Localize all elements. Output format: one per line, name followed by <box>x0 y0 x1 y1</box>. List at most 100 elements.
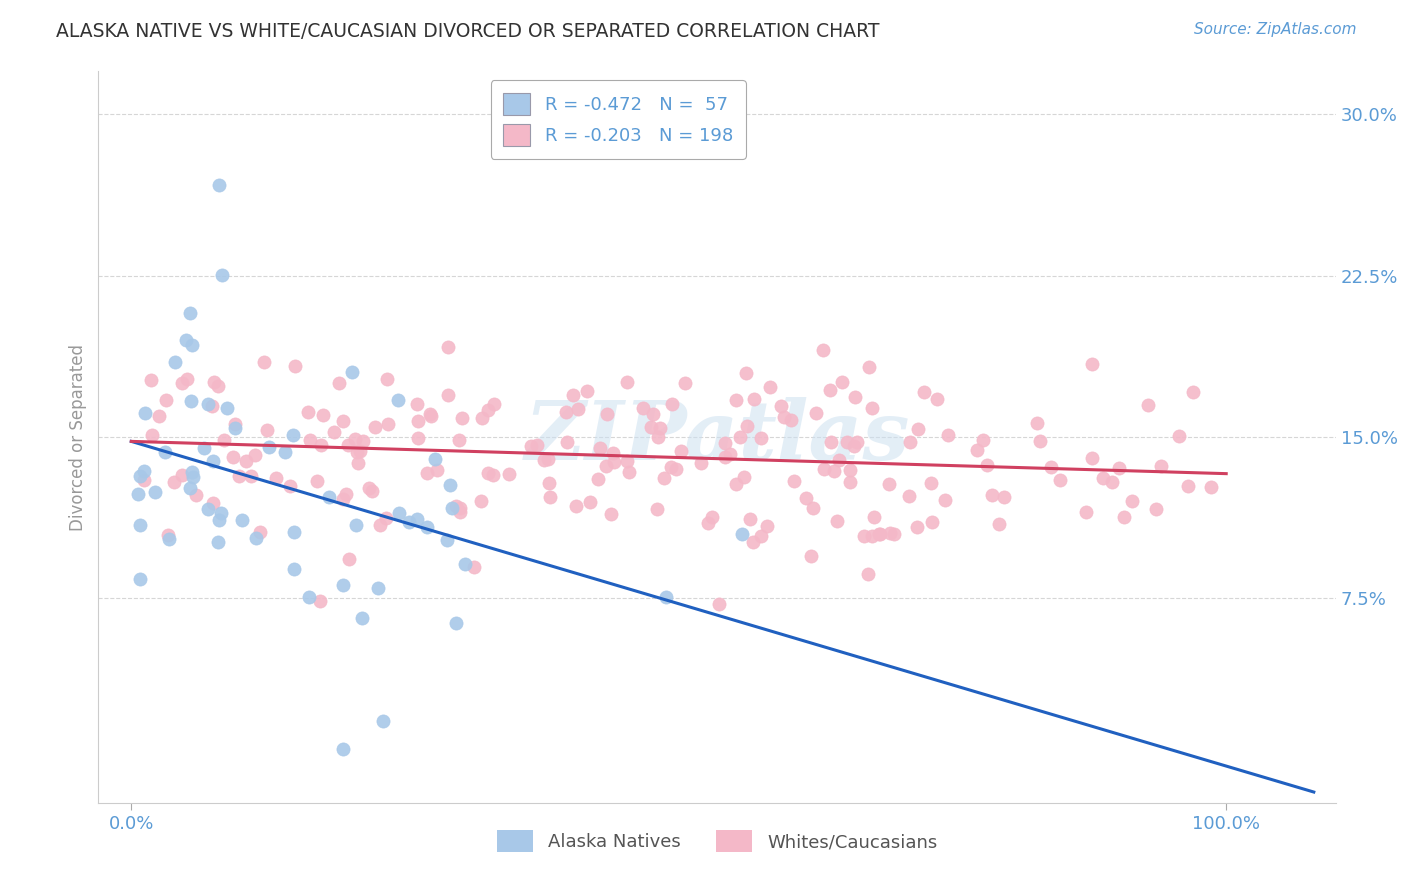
Point <box>650 420 672 434</box>
Point <box>337 438 360 452</box>
Point <box>741 535 763 549</box>
Point <box>1144 502 1167 516</box>
Point <box>148 409 170 423</box>
Point <box>193 442 215 456</box>
Point <box>155 393 177 408</box>
Point <box>1074 505 1097 519</box>
Point <box>671 444 693 458</box>
Point <box>201 496 224 510</box>
Point <box>842 439 865 453</box>
Point <box>725 476 748 491</box>
Point <box>934 492 956 507</box>
Point <box>283 562 305 576</box>
Point <box>129 518 152 533</box>
Point <box>180 338 202 352</box>
Point <box>879 526 901 541</box>
Point <box>533 453 555 467</box>
Point <box>883 527 905 541</box>
Point <box>406 431 429 445</box>
Point <box>725 393 748 408</box>
Point <box>209 506 232 520</box>
Point <box>1049 473 1071 487</box>
Point <box>735 366 758 380</box>
Point <box>860 401 883 415</box>
Point <box>350 611 373 625</box>
Point <box>565 500 588 514</box>
Point <box>471 411 494 425</box>
Point <box>208 513 231 527</box>
Point <box>1026 416 1049 430</box>
Point <box>773 410 796 425</box>
Point <box>631 401 654 415</box>
Point <box>1182 385 1205 400</box>
Point <box>436 533 458 548</box>
Point <box>993 490 1015 504</box>
Point <box>153 445 176 459</box>
Point <box>398 516 420 530</box>
Point <box>224 420 246 434</box>
Point <box>375 511 398 525</box>
Point <box>256 423 278 437</box>
Point <box>344 517 367 532</box>
Point <box>714 436 737 450</box>
Point <box>839 463 862 477</box>
Point <box>470 493 492 508</box>
Point <box>818 383 841 397</box>
Point <box>813 461 835 475</box>
Point <box>898 434 921 449</box>
Point <box>346 444 368 458</box>
Point <box>368 518 391 533</box>
Point <box>567 401 589 416</box>
Point <box>332 492 354 507</box>
Point <box>283 524 305 539</box>
Point <box>299 434 322 448</box>
Point <box>1114 510 1136 524</box>
Point <box>349 443 371 458</box>
Point <box>440 501 463 516</box>
Point <box>733 470 755 484</box>
Point <box>309 594 332 608</box>
Point <box>253 355 276 369</box>
Point <box>600 507 623 521</box>
Point <box>981 488 1004 502</box>
Point <box>835 434 858 449</box>
Point <box>823 464 845 478</box>
Point <box>451 410 474 425</box>
Point <box>174 333 197 347</box>
Point <box>578 494 600 508</box>
Point <box>555 434 578 449</box>
Point <box>863 509 886 524</box>
Point <box>718 448 741 462</box>
Point <box>143 484 166 499</box>
Point <box>278 479 301 493</box>
Point <box>170 468 193 483</box>
Point <box>921 515 943 529</box>
Point <box>749 529 772 543</box>
Point <box>769 399 792 413</box>
Point <box>825 514 848 528</box>
Point <box>181 470 204 484</box>
Point <box>603 455 626 469</box>
Point <box>562 388 585 402</box>
Point <box>139 373 162 387</box>
Point <box>595 458 617 473</box>
Point <box>655 591 678 605</box>
Point <box>1039 460 1062 475</box>
Point <box>184 487 207 501</box>
Point <box>208 178 231 193</box>
Point <box>1121 494 1143 508</box>
Point <box>920 476 942 491</box>
Point <box>207 379 229 393</box>
Point <box>129 469 152 483</box>
Point <box>498 467 520 481</box>
Point <box>436 340 458 354</box>
Point <box>328 376 350 390</box>
Point <box>406 414 429 428</box>
Point <box>172 376 194 391</box>
Point <box>436 388 458 402</box>
Point <box>665 462 688 476</box>
Point <box>640 419 662 434</box>
Point <box>801 500 824 515</box>
Point <box>423 452 446 467</box>
Point <box>800 549 823 564</box>
